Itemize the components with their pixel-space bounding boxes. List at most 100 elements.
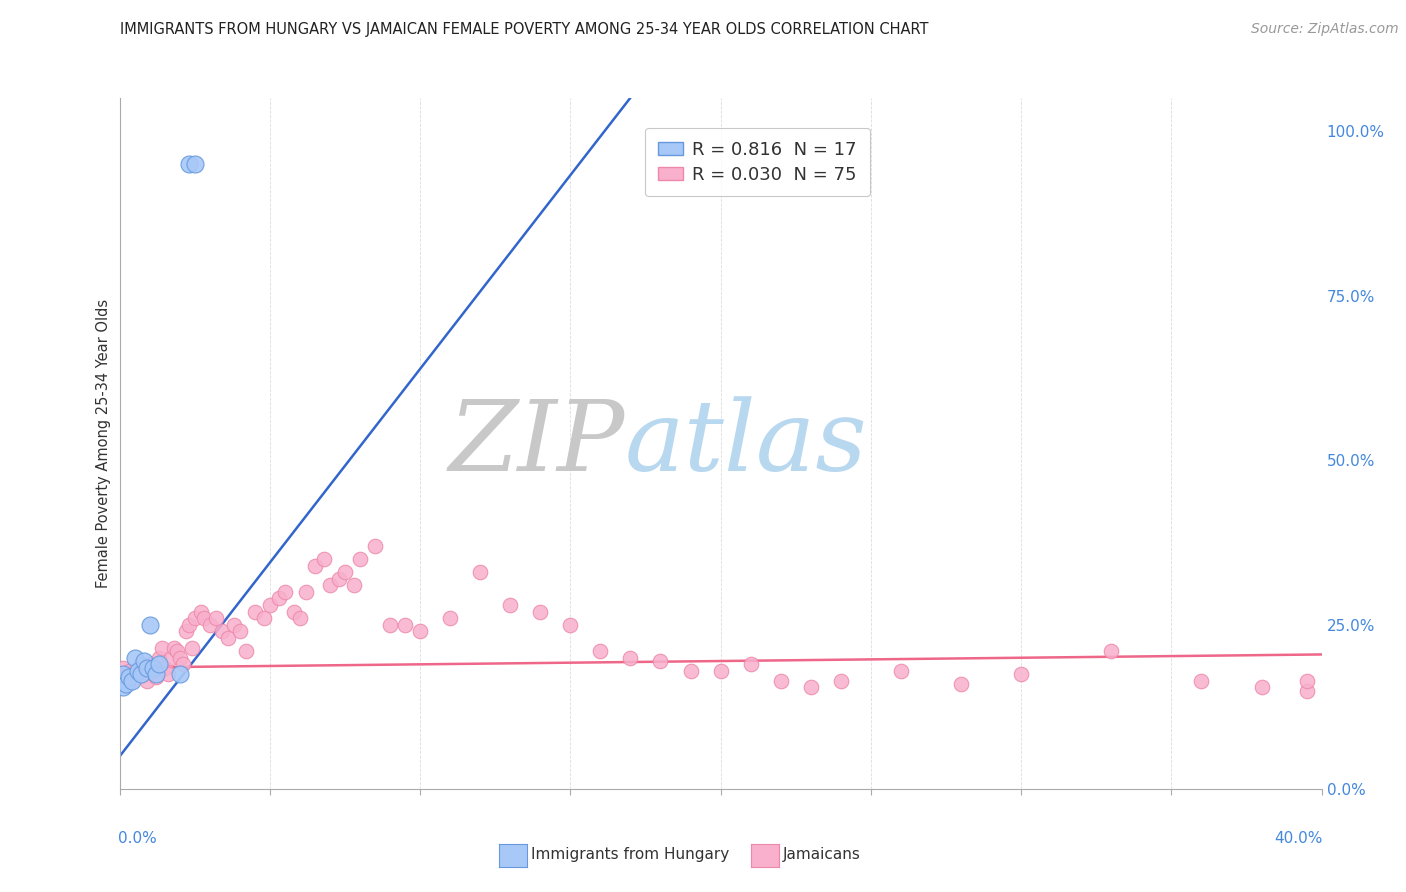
Point — [499, 598, 522, 612]
Point — [111, 660, 134, 674]
Point — [129, 667, 152, 681]
Point — [138, 657, 160, 672]
Point — [198, 617, 221, 632]
Point — [124, 650, 146, 665]
Point — [740, 657, 762, 672]
Point — [560, 617, 582, 632]
Point — [709, 664, 731, 678]
Point — [121, 673, 143, 688]
Point — [204, 611, 226, 625]
Point — [211, 624, 233, 639]
Point — [132, 667, 155, 681]
Point — [156, 667, 179, 681]
Point — [274, 585, 297, 599]
Point — [111, 681, 134, 695]
Point — [1250, 681, 1272, 695]
Point — [394, 617, 416, 632]
Point — [1010, 667, 1032, 681]
Point — [114, 677, 136, 691]
Point — [138, 617, 160, 632]
Point — [1189, 673, 1212, 688]
Point — [283, 605, 305, 619]
Point — [228, 624, 252, 639]
Point — [121, 673, 143, 688]
Point — [439, 611, 461, 625]
Point — [253, 611, 276, 625]
Y-axis label: Female Poverty Among 25-34 Year Olds: Female Poverty Among 25-34 Year Olds — [96, 299, 111, 589]
Point — [159, 650, 181, 665]
Point — [177, 157, 200, 171]
Point — [333, 565, 356, 579]
Point — [190, 605, 212, 619]
Point — [295, 585, 318, 599]
Point — [589, 644, 612, 658]
Legend: R = 0.816  N = 17, R = 0.030  N = 75: R = 0.816 N = 17, R = 0.030 N = 75 — [645, 128, 869, 196]
Point — [142, 667, 165, 681]
Point — [619, 650, 641, 665]
Point — [222, 617, 245, 632]
Point — [169, 650, 191, 665]
Point — [950, 677, 973, 691]
Point — [193, 611, 215, 625]
Point — [145, 667, 167, 681]
Point — [148, 650, 170, 665]
Point — [304, 558, 326, 573]
Text: Source: ZipAtlas.com: Source: ZipAtlas.com — [1251, 22, 1399, 37]
Point — [114, 667, 136, 681]
Point — [529, 605, 551, 619]
Point — [650, 654, 672, 668]
Point — [679, 664, 702, 678]
Point — [217, 631, 239, 645]
Point — [468, 565, 492, 579]
Point — [183, 611, 205, 625]
Point — [288, 611, 311, 625]
Point — [343, 578, 366, 592]
Point — [800, 681, 823, 695]
Point — [142, 660, 165, 674]
Point — [135, 660, 157, 674]
Point — [267, 591, 290, 606]
Point — [409, 624, 432, 639]
Text: Jamaicans: Jamaicans — [783, 847, 860, 862]
Text: Immigrants from Hungary: Immigrants from Hungary — [531, 847, 730, 862]
Point — [1295, 683, 1317, 698]
Point — [259, 598, 281, 612]
Point — [378, 617, 401, 632]
Point — [150, 640, 173, 655]
Point — [319, 578, 342, 592]
Point — [180, 640, 202, 655]
Text: 40.0%: 40.0% — [1274, 831, 1323, 846]
Point — [830, 673, 852, 688]
Point — [135, 673, 157, 688]
Text: ZIP: ZIP — [449, 396, 624, 491]
Point — [117, 671, 139, 685]
Point — [328, 572, 350, 586]
Point — [364, 539, 387, 553]
Point — [129, 657, 152, 672]
Text: atlas: atlas — [624, 396, 868, 491]
Point — [183, 157, 205, 171]
Point — [132, 654, 155, 668]
Point — [890, 664, 912, 678]
Point — [169, 667, 191, 681]
Point — [174, 624, 197, 639]
Point — [177, 617, 200, 632]
Point — [349, 552, 371, 566]
Point — [124, 671, 146, 685]
Point — [117, 664, 139, 678]
Point — [235, 644, 257, 658]
Text: IMMIGRANTS FROM HUNGARY VS JAMAICAN FEMALE POVERTY AMONG 25-34 YEAR OLDS CORRELA: IMMIGRANTS FROM HUNGARY VS JAMAICAN FEMA… — [120, 22, 928, 37]
Point — [769, 673, 792, 688]
Point — [145, 671, 167, 685]
Point — [153, 660, 176, 674]
Point — [1295, 673, 1317, 688]
Text: 0.0%: 0.0% — [118, 831, 157, 846]
Point — [172, 657, 194, 672]
Point — [166, 644, 188, 658]
Point — [1099, 644, 1122, 658]
Point — [312, 552, 335, 566]
Point — [127, 664, 149, 678]
Point — [111, 667, 134, 681]
Point — [148, 657, 170, 672]
Point — [162, 640, 184, 655]
